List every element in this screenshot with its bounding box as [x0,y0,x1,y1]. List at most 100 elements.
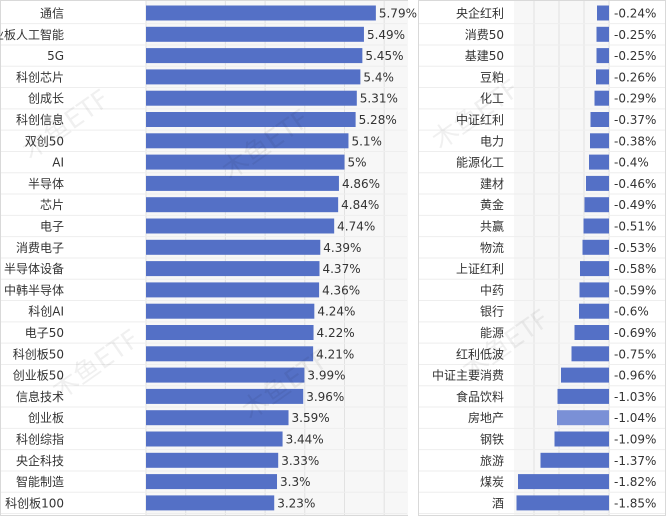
category-label: 黄金 [480,197,504,212]
value-label: 5% [348,156,367,170]
value-label: -0.69% [614,326,656,340]
category-label: 旅游 [480,454,504,468]
category-label: 中证主要消费 [432,368,504,383]
value-label: -0.46% [614,177,656,191]
value-label: -0.58% [614,262,656,276]
bar [146,388,304,404]
category-label: 银行 [480,305,504,319]
category-label: 智能制造 [16,474,64,489]
bar [146,282,320,298]
category-label: 电力 [480,134,504,148]
value-label: 3.23% [277,496,315,510]
bar [590,112,609,127]
bar [596,48,609,64]
value-label: 4.74% [337,220,375,234]
bar [146,346,314,362]
value-label: -1.85% [614,496,656,510]
bar [146,197,339,213]
value-label: -0.38% [614,134,656,148]
category-label: 豆粕 [480,69,504,84]
category-label: 食品饮料 [456,389,504,404]
category-label: 电子50 [25,326,64,340]
bar [146,112,356,127]
value-label: 4.36% [322,283,360,297]
value-label: 4.21% [316,347,354,361]
category-label: 科创综指 [16,432,64,447]
bar [146,5,376,21]
category-label: 芯片 [40,198,64,212]
bar [580,261,609,277]
value-label: -0.96% [614,369,656,383]
value-label: -1.03% [614,390,656,404]
bar [146,154,345,170]
value-label: -0.6% [614,305,649,319]
value-label: 3.44% [286,433,324,447]
value-label: 5.28% [359,113,397,127]
value-label: -1.82% [614,475,656,489]
category-label: 央企红利 [456,6,504,21]
category-label: 基建50 [465,49,504,63]
category-label: 信息技术 [16,389,64,404]
bar [146,303,315,319]
bar [582,239,609,255]
category-label: 科创板100 [5,496,64,510]
value-label: -0.59% [614,283,656,297]
bar [597,5,609,21]
bar [584,197,609,213]
category-label: 钢铁 [480,433,504,447]
bar [146,133,349,149]
category-label: 中药 [480,282,504,297]
value-label: -0.25% [614,28,656,42]
value-label: 4.86% [342,177,380,191]
category-label: 能源化工 [456,156,504,170]
value-label: 4.37% [322,262,360,276]
bar [146,474,278,490]
bar [146,452,279,468]
category-label: 中韩半导体 [4,282,64,297]
value-label: 4.22% [317,326,355,340]
category-label: 科创AI [28,305,64,319]
bar [146,90,357,106]
bar [579,282,609,298]
category-label: 共赢 [480,219,504,234]
bar [146,410,289,426]
category-label: 双创50 [25,134,64,148]
value-label: -0.29% [614,92,656,106]
value-label: 3.96% [306,390,344,404]
value-label: 4.84% [341,198,379,212]
bar [146,495,275,511]
value-label: 5.45% [365,49,403,63]
value-label: 5.79% [379,7,417,21]
category-label: 化工 [480,92,504,106]
category-label: 消费电子 [16,241,64,255]
value-label: -1.04% [614,411,656,425]
category-label: 房地产 [468,410,504,425]
value-label: 5.31% [360,92,398,106]
value-label: 3.59% [292,411,330,425]
bar [579,303,609,319]
category-label: 建材 [480,177,504,191]
category-label: 物流 [480,241,504,255]
value-label: 3.99% [307,369,345,383]
category-label: 科创芯片 [16,70,64,84]
value-label: -0.24% [614,7,656,21]
category-label: 科创信息 [16,112,64,127]
bar [146,69,361,85]
bar [146,26,364,42]
value-label: 3.33% [281,454,319,468]
bar [557,410,609,426]
category-label: 创业板 [28,411,64,425]
category-label: 红利低波 [456,346,504,361]
value-label: 4.24% [317,305,355,319]
bar [146,239,321,255]
category-label: 消费50 [465,28,504,42]
bar [146,261,320,277]
category-label: 科创板50 [13,347,64,361]
category-label: 上证红利 [456,261,504,276]
bar [146,325,314,340]
value-label: 5.4% [363,70,394,84]
bar [540,452,609,468]
category-label: 电子 [40,220,64,234]
bar [516,495,609,511]
